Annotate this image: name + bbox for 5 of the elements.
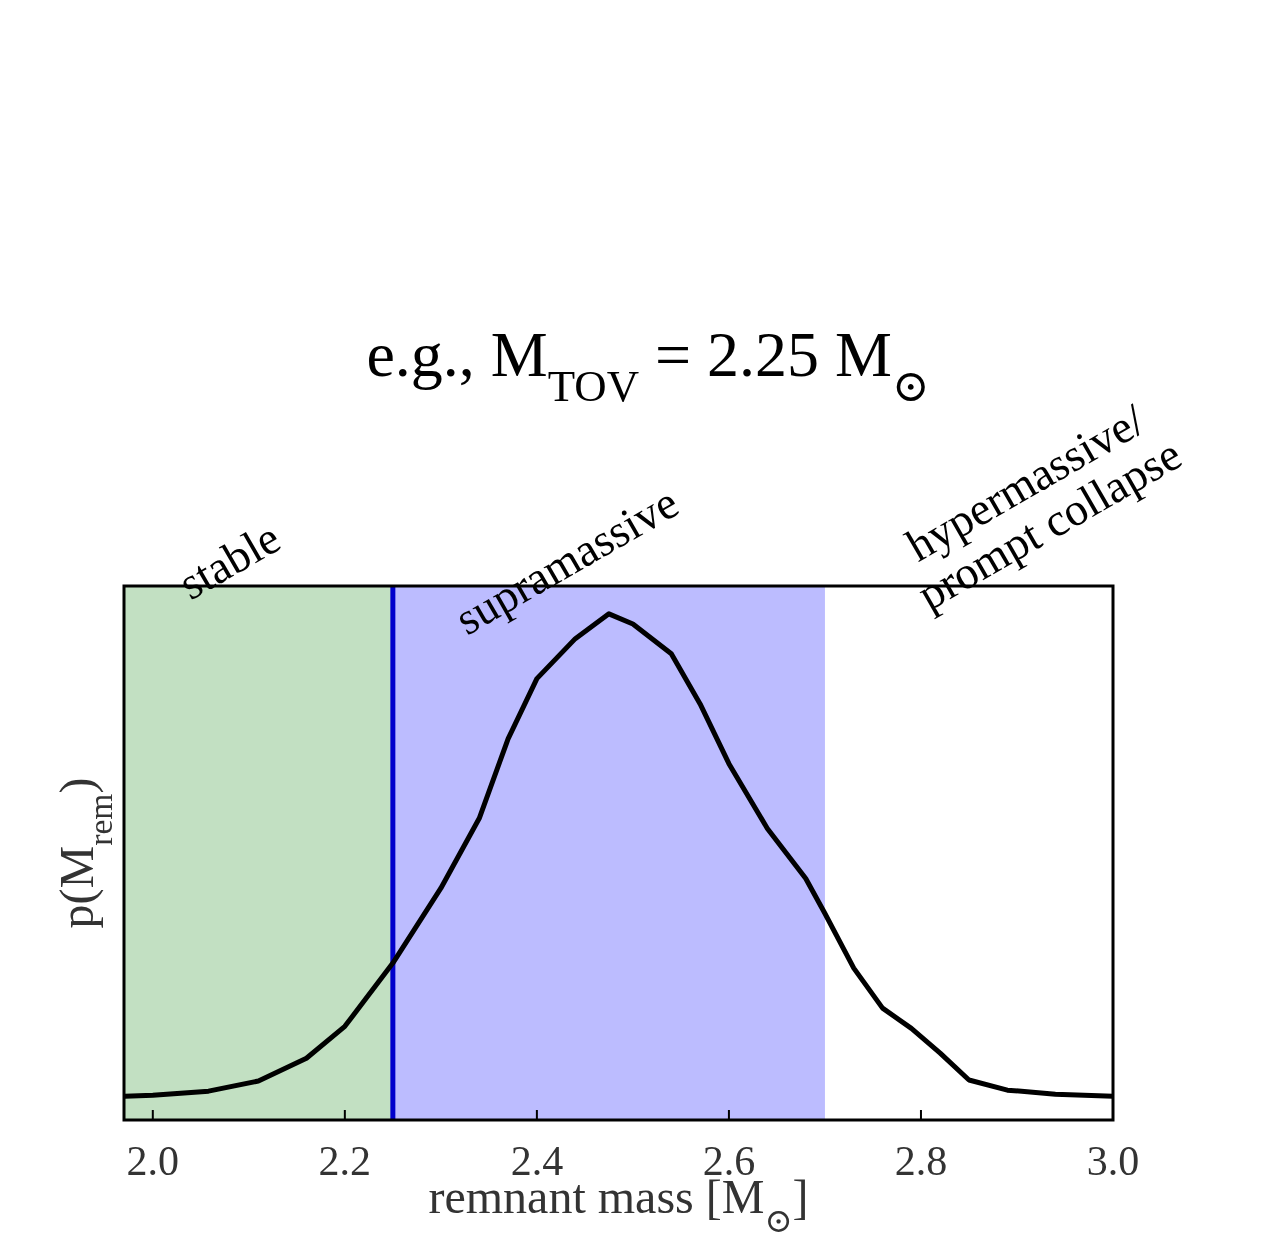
x-tick-label: 2.0 [126,1138,180,1184]
chart-title: e.g., M$_{TOV}$ = 2.25 M$_{⊙}$ [366,319,930,411]
x-tick-label: 2.8 [894,1138,948,1184]
x-tick-label: 2.2 [318,1138,372,1184]
x-tick-label: 3.0 [1086,1138,1140,1184]
